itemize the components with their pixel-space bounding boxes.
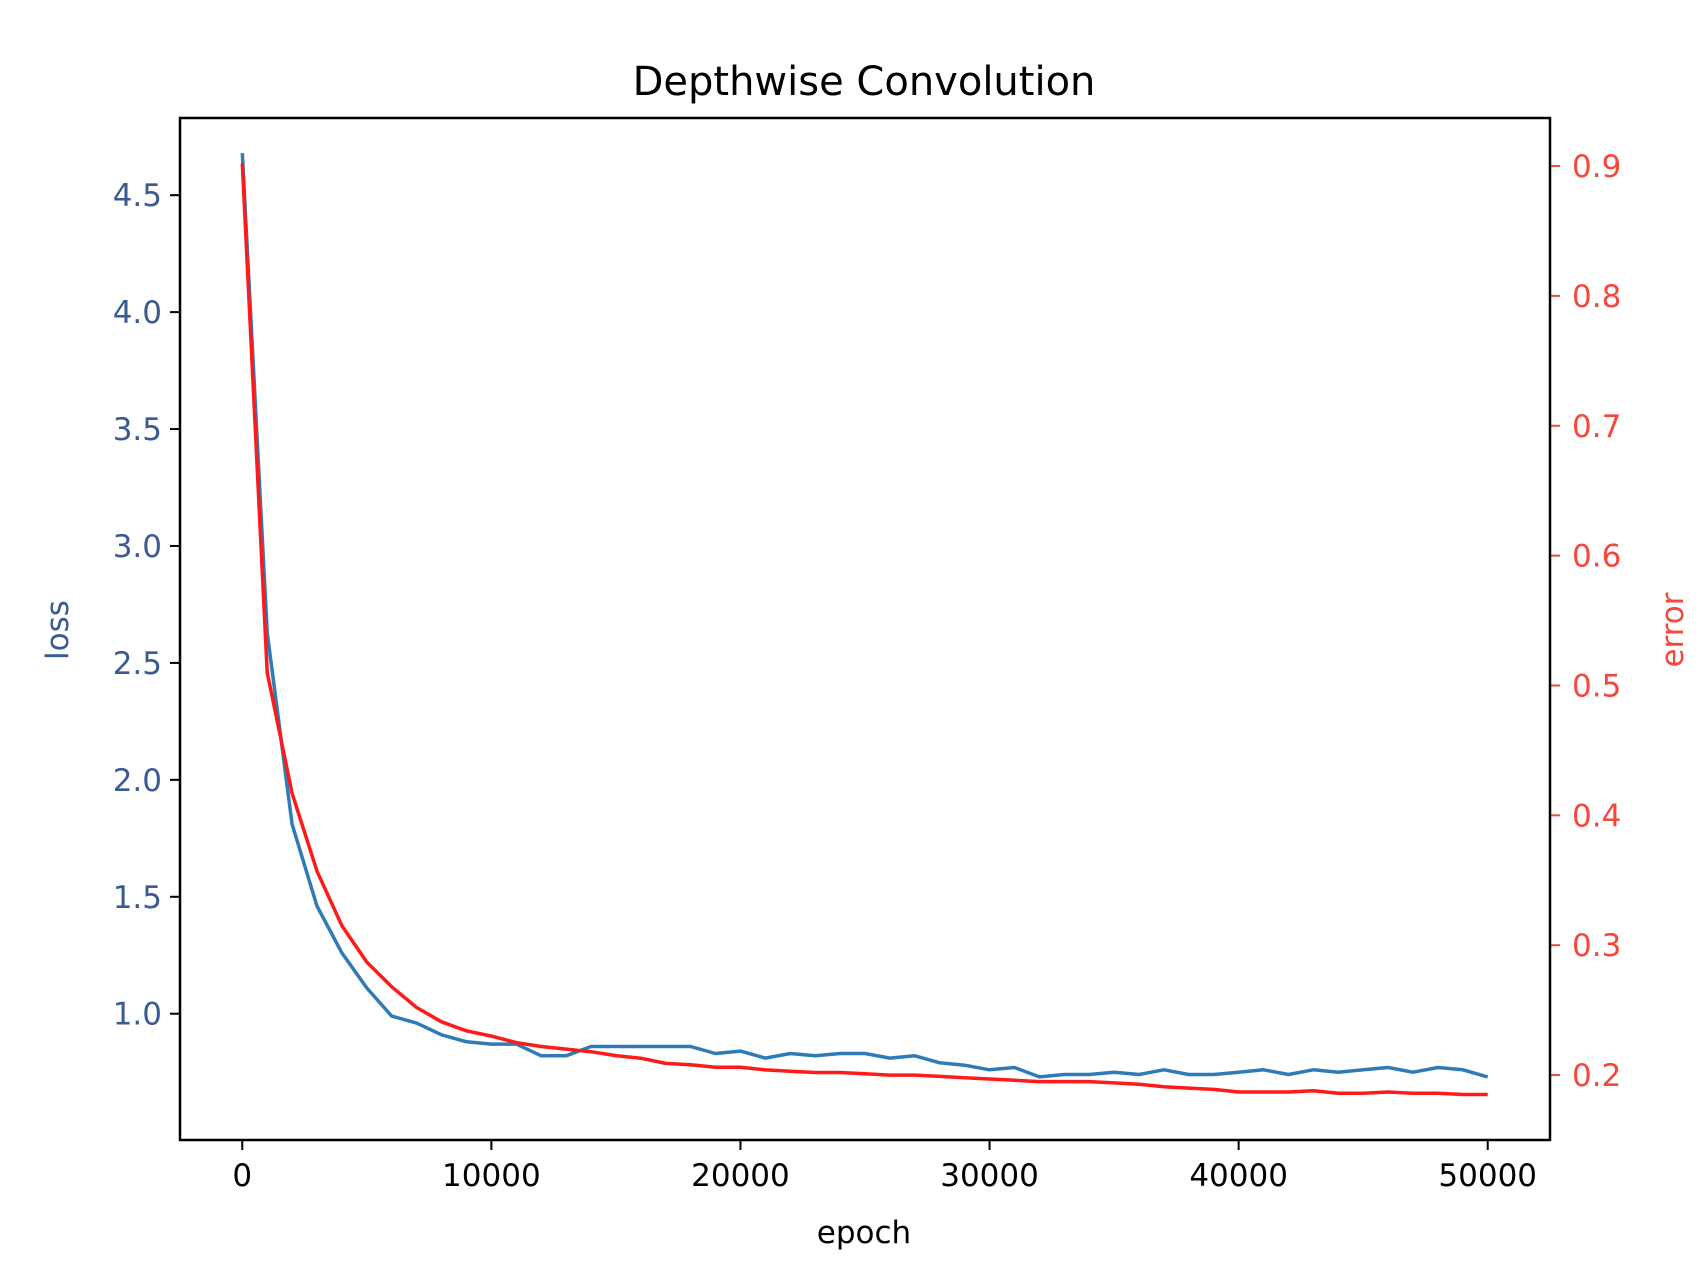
left-y-tick-label: 3.5 — [113, 412, 162, 448]
right-y-tick-label: 0.3 — [1572, 928, 1621, 964]
left-y-tick-label: 1.0 — [113, 997, 162, 1033]
right-y-tick-label: 0.9 — [1572, 149, 1621, 185]
left-y-axis-label: loss — [40, 600, 76, 660]
chart-title: Depthwise Convolution — [633, 59, 1096, 105]
right-y-tick-label: 0.7 — [1572, 409, 1621, 445]
plot-area — [240, 153, 1489, 1097]
x-axis-ticks: 0 10000 20000 30000 40000 50000 — [232, 1140, 1537, 1194]
x-tick-label: 50000 — [1438, 1158, 1537, 1194]
left-y-tick-label: 2.0 — [113, 763, 162, 799]
x-tick-label: 20000 — [691, 1158, 790, 1194]
left-y-tick-label: 3.0 — [113, 529, 162, 565]
right-y-tick-label: 0.4 — [1572, 798, 1621, 834]
left-y-tick-label: 4.5 — [113, 178, 162, 214]
right-y-axis-ticks: 0.2 0.3 0.4 0.5 0.6 0.7 0.8 0.9 — [1550, 149, 1621, 1094]
loss-series-line — [240, 153, 1489, 1079]
error-series-line — [240, 163, 1488, 1097]
right-y-tick-label: 0.6 — [1572, 539, 1621, 575]
left-y-tick-label: 4.0 — [113, 295, 162, 331]
x-tick-label: 40000 — [1189, 1158, 1288, 1194]
x-tick-label: 10000 — [442, 1158, 541, 1194]
x-tick-label: 0 — [232, 1158, 252, 1194]
x-tick-label: 30000 — [940, 1158, 1039, 1194]
right-y-tick-label: 0.2 — [1572, 1058, 1621, 1094]
axes-frame — [178, 116, 1552, 1142]
x-axis-label: epoch — [817, 1215, 911, 1251]
left-y-axis-ticks: 1.0 1.5 2.0 2.5 3.0 3.5 4.0 4.5 — [113, 178, 180, 1033]
left-y-tick-label: 2.5 — [113, 646, 162, 682]
right-y-tick-label: 0.5 — [1572, 668, 1621, 704]
right-y-tick-label: 0.8 — [1572, 279, 1621, 315]
right-y-axis-label: error — [1655, 592, 1691, 667]
left-y-tick-label: 1.5 — [113, 880, 162, 916]
